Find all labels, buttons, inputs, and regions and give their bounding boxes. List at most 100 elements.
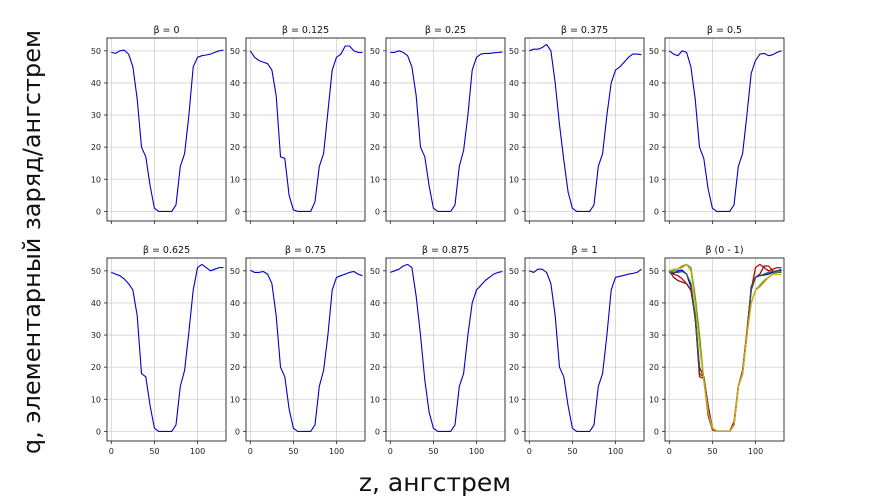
y-tick-label: 40 [649,79,659,88]
y-tick-label: 40 [91,79,101,88]
x-tick-label: 0 [109,447,114,456]
subplot-title: β = 0.125 [282,25,329,36]
y-tick-label: 10 [649,175,659,184]
plot-frame [385,257,506,442]
y-tick-label: 40 [649,299,659,308]
x-tick-label: 100 [608,447,623,456]
y-tick-label: 20 [91,363,101,372]
series-line [669,268,782,433]
subplot-title: β = 0 [153,25,179,36]
y-tick-label: 0 [375,207,380,216]
series-line [249,45,363,212]
y-tick-label: 40 [509,79,519,88]
subplot-2: 0 10 20 30 40 50 β = 0.125 [230,25,366,224]
y-tick-label: 50 [230,267,240,276]
y-tick-label: 30 [370,111,380,120]
plot-frame [664,37,785,222]
y-tick-label: 30 [649,331,659,340]
y-tick-label: 0 [514,207,519,216]
y-tick-label: 0 [654,207,659,216]
figure-x-axis-label: z, ангстрем [358,468,512,497]
subplot-8: 0 50 100 0 10 20 30 40 50 β = 0.875 [370,245,506,456]
y-tick-label: 50 [230,47,240,56]
series-line [669,269,782,433]
y-tick-label: 30 [509,111,519,120]
subplot-title: β = 0.75 [285,245,326,256]
series-line [111,49,224,212]
series-line [390,50,503,212]
figure-y-axis-label: q, элементарный заряд/ангстрем [18,29,46,455]
subplot-title: β = 0.625 [143,245,190,256]
y-tick-label: 30 [230,331,240,340]
series-line [669,263,782,433]
y-tick-label: 0 [654,427,659,436]
subplot-5: 0 10 20 30 40 50 β = 0.5 [649,25,785,224]
series-line [529,268,642,432]
subplot-title: β = 0.5 [707,25,742,36]
y-tick-label: 0 [235,427,240,436]
y-tick-label: 20 [91,143,101,152]
y-tick-label: 50 [370,267,380,276]
x-tick-label: 100 [469,447,484,456]
y-tick-label: 30 [91,111,101,120]
y-tick-label: 10 [509,395,519,404]
plot-frame [524,257,645,442]
x-tick-label: 100 [329,447,344,456]
subplot-title: β = 1 [571,245,597,256]
x-tick-label: 50 [567,447,577,456]
y-tick-label: 20 [230,363,240,372]
x-tick-label: 0 [667,447,672,456]
y-tick-label: 50 [649,267,659,276]
y-tick-label: 20 [649,363,659,372]
plot-frame [385,37,506,222]
x-tick-label: 100 [748,447,763,456]
y-tick-label: 30 [509,331,519,340]
y-tick-label: 10 [649,395,659,404]
y-tick-label: 10 [370,175,380,184]
y-tick-label: 50 [509,267,519,276]
subplot-title: β (0 - 1) [705,245,743,256]
y-tick-label: 40 [370,299,380,308]
y-tick-label: 40 [230,79,240,88]
subplot-1: 0 10 20 30 40 50 β = 0 [91,25,227,224]
y-tick-label: 20 [370,143,380,152]
subplot-title: β = 0.375 [561,25,608,36]
y-tick-label: 20 [509,363,519,372]
y-tick-label: 10 [370,395,380,404]
series-line [669,263,782,433]
x-tick-label: 100 [190,447,205,456]
series-line [668,265,782,433]
series-line [111,263,224,432]
y-tick-label: 10 [91,395,101,404]
subplot-7: 0 50 100 0 10 20 30 40 50 β = 0.75 [230,245,366,456]
plot-frame [245,37,366,222]
subplot-4: 0 10 20 30 40 50 β = 0.375 [509,25,645,224]
y-tick-label: 20 [230,143,240,152]
y-tick-label: 40 [91,299,101,308]
subplot-9: 0 50 100 0 10 20 30 40 50 β = 1 [509,245,645,456]
y-tick-label: 0 [96,427,101,436]
x-tick-label: 0 [248,447,253,456]
y-tick-label: 40 [509,299,519,308]
x-tick-label: 50 [149,447,159,456]
y-tick-label: 20 [370,363,380,372]
plot-frame [245,257,366,442]
y-tick-label: 20 [649,143,659,152]
y-tick-label: 30 [91,331,101,340]
subplot-6: 0 50 100 0 10 20 30 40 50 β = 0.625 [91,245,227,456]
series-line [529,43,642,212]
series-line [390,263,503,432]
series-line [250,269,363,432]
y-tick-label: 0 [96,207,101,216]
y-tick-label: 40 [370,79,380,88]
y-tick-label: 50 [649,47,659,56]
subplot-10: 0 50 100 0 10 20 30 40 50 β (0 - 1) [649,245,785,456]
x-tick-label: 50 [428,447,438,456]
subplot-title: β = 0.875 [422,245,469,256]
plot-frame [524,37,645,222]
y-tick-label: 30 [649,111,659,120]
y-tick-label: 10 [230,175,240,184]
y-tick-label: 40 [230,299,240,308]
series-line [669,263,782,433]
